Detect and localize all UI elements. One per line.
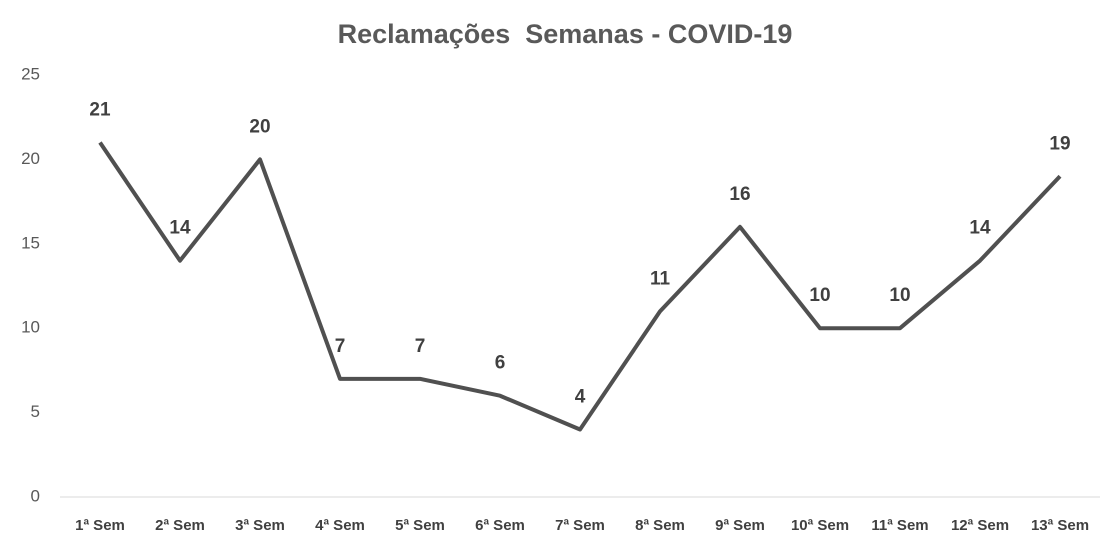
data-label: 7 [415, 336, 426, 357]
x-tick-label: 12ª Sem [951, 517, 1009, 534]
x-tick-label: 2ª Sem [155, 517, 205, 534]
line [98, 141, 1062, 432]
data-label: 4 [575, 386, 586, 407]
data-label: 11 [650, 268, 671, 289]
data-label: 21 [89, 100, 111, 121]
data-label: 10 [889, 285, 910, 306]
y-tick-label: 15 [21, 233, 40, 252]
x-tick-label: 6ª Sem [475, 517, 525, 534]
chart-title: Reclamações Semanas - COVID-19 [338, 19, 793, 49]
x-tick-label: 4ª Sem [315, 517, 365, 534]
x-tick-label: 8ª Sem [635, 517, 685, 534]
x-tick-label: 10ª Sem [791, 517, 849, 534]
y-tick-label: 5 [31, 402, 40, 421]
y-tick-label: 20 [21, 149, 40, 168]
x-tick-label: 9ª Sem [715, 517, 765, 534]
x-tick-label: 3ª Sem [235, 517, 285, 534]
data-label: 10 [809, 285, 830, 306]
data-label: 6 [495, 353, 506, 374]
x-tick-label: 5ª Sem [395, 517, 445, 534]
data-label: 7 [335, 336, 346, 357]
x-tick-label: 13ª Sem [1031, 517, 1089, 534]
y-tick-label: 10 [21, 318, 40, 337]
x-tick-label: 1ª Sem [75, 517, 125, 534]
y-tick-label: 25 [21, 64, 40, 83]
data-label: 14 [169, 218, 191, 239]
x-tick-label: 11ª Sem [871, 517, 928, 534]
data-label: 14 [969, 218, 991, 239]
data-label: 19 [1049, 133, 1070, 154]
data-label: 20 [249, 116, 270, 137]
y-tick-label: 0 [31, 486, 40, 505]
x-tick-label: 7ª Sem [555, 517, 605, 534]
data-label: 16 [729, 184, 750, 205]
